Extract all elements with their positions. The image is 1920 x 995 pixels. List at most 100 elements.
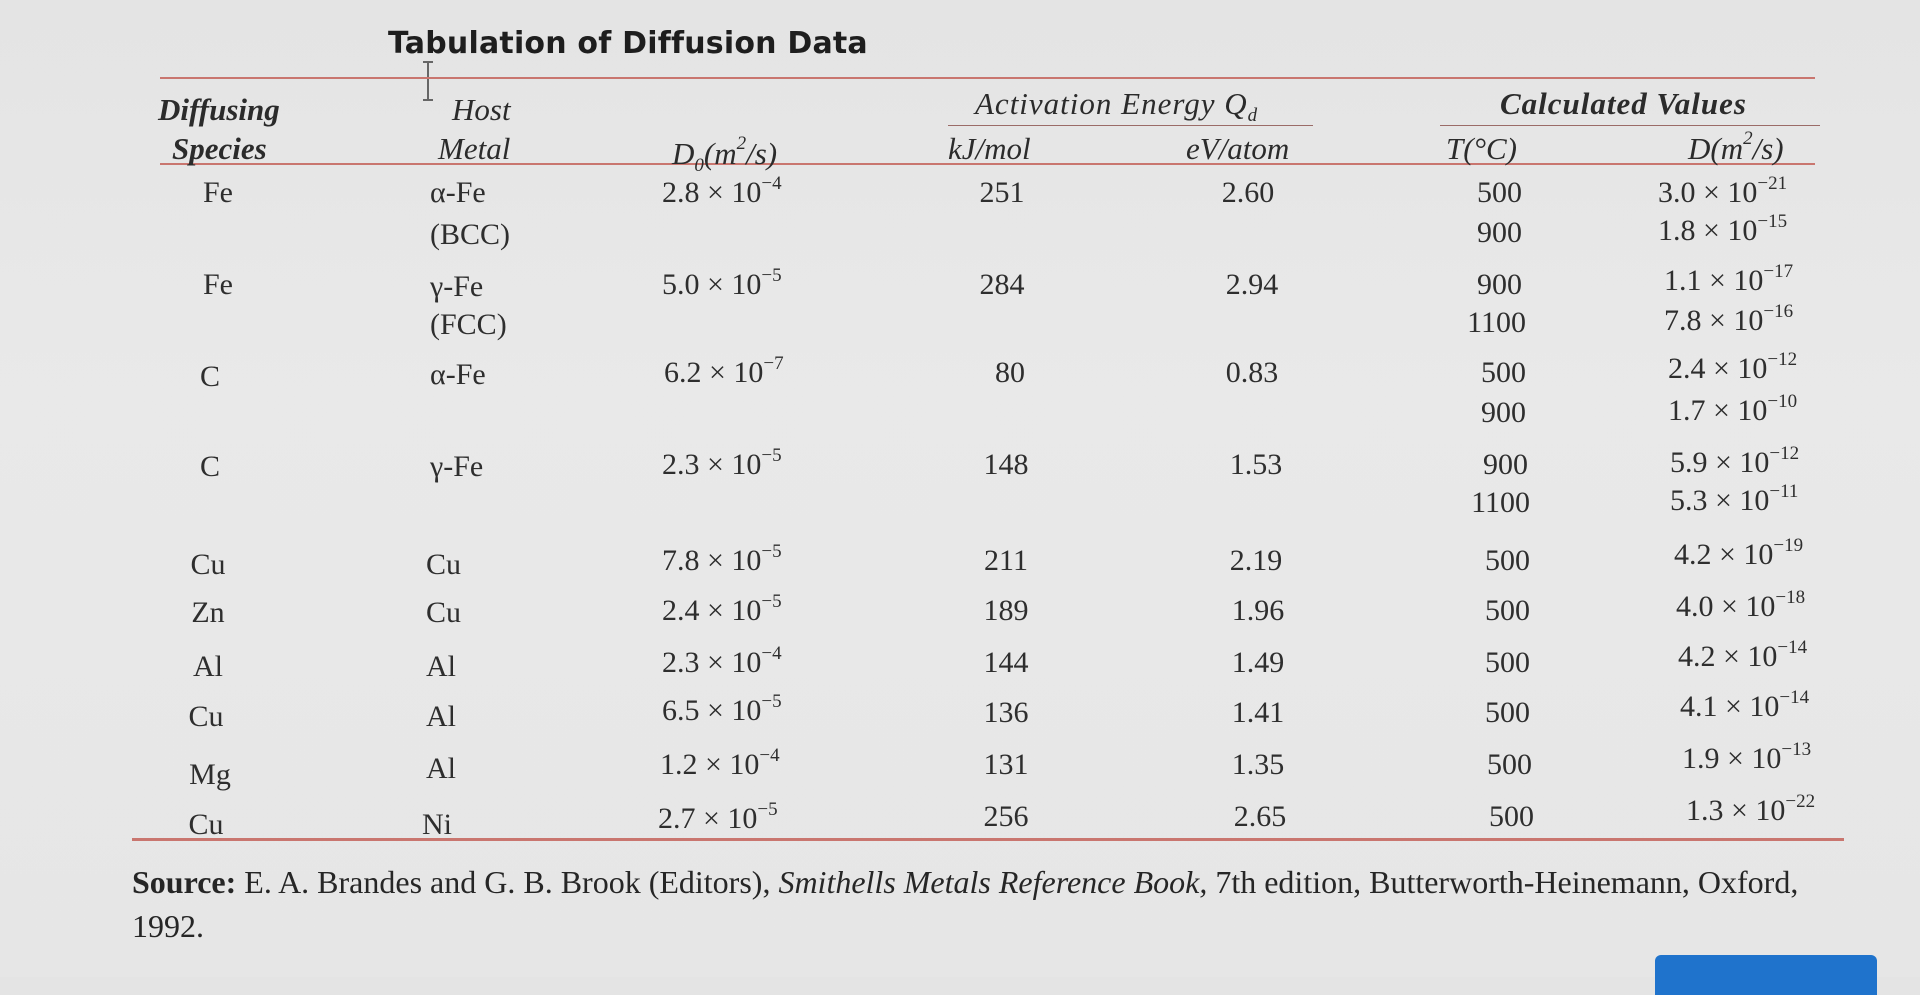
cell-d-calc: 1.1 × 10−17 [1664,261,1794,297]
text-cursor-icon [423,61,433,101]
cell-q-ev: 1.41 [1231,696,1285,729]
header-species: Species [172,131,267,166]
cell-d-calc: 3.0 × 10−21 [1658,173,1788,209]
cell-d-calc: 1.7 × 10−10 [1668,391,1798,427]
cell-q-ev: 2.65 [1233,800,1287,833]
cell-species: C [199,360,221,393]
cell-q-kj: 211 [984,544,1028,577]
cell-d-calc: 2.4 × 10−12 [1668,349,1798,385]
cell-host-structure: (FCC) [430,308,507,341]
cell-q-kj: 144 [983,646,1029,679]
cell-temp: 900 [1481,396,1526,429]
cell-d0: 2.3 × 10−4 [662,643,782,679]
cell-d-calc: 1.8 × 10−15 [1658,211,1788,247]
cell-d-calc: 5.3 × 10−11 [1670,481,1799,517]
header-diffusing: Diffusing [158,92,280,127]
cell-d-calc: 4.2 × 10−19 [1674,535,1804,571]
cell-temp: 500 [1481,356,1526,389]
cell-d-calc: 4.0 × 10−18 [1676,587,1806,623]
cell-d-calc: 5.9 × 10−12 [1670,443,1800,479]
cell-temp: 900 [1483,448,1528,481]
cell-host: Ni [422,808,452,841]
table-bottom-rule [132,838,1844,841]
cell-temp: 900 [1477,268,1522,301]
cell-temp: 500 [1485,696,1530,729]
activation-energy-underline [948,125,1313,126]
cell-d0: 2.3 × 10−5 [662,445,782,481]
cell-q-ev: 2.94 [1225,268,1279,301]
cell-q-kj: 80 [995,356,1025,389]
cell-temp: 500 [1487,748,1532,781]
cell-d-calc: 1.9 × 10−13 [1682,739,1812,775]
cell-d-calc: 1.3 × 10−22 [1686,791,1816,827]
cell-q-kj: 136 [983,696,1029,729]
cell-q-kj: 148 [983,448,1029,481]
source-citation: Source: E. A. Brandes and G. B. Brook (E… [132,860,1852,948]
cell-host: γ-Fe [430,270,484,303]
cell-temp: 500 [1485,646,1530,679]
cell-d0: 2.7 × 10−5 [658,799,778,835]
cell-host-structure: (BCC) [430,218,511,251]
cell-d0: 1.2 × 10−4 [660,745,780,781]
cell-d0: 2.4 × 10−5 [662,591,782,627]
header-metal: Metal [438,131,511,166]
cell-host: Al [426,700,456,733]
cell-q-ev: 1.35 [1231,748,1285,781]
table-top-rule [160,77,1815,79]
cell-d0: 6.2 × 10−7 [664,353,784,389]
cell-q-ev: 0.83 [1225,356,1279,389]
cell-host: α-Fe [430,176,486,209]
cell-q-ev: 1.96 [1231,594,1285,627]
cell-q-kj: 256 [983,800,1029,833]
cell-species: Cu [190,548,226,581]
cell-d-calc: 7.8 × 10−16 [1664,301,1794,337]
cell-q-ev: 1.49 [1231,646,1285,679]
header-temperature: T(°C) [1446,131,1517,166]
cell-species: Zn [191,596,225,629]
cell-q-ev: 2.60 [1221,176,1275,209]
cell-host: Al [426,752,456,785]
cell-q-ev: 1.53 [1229,448,1283,481]
cell-d0: 2.8 × 10−4 [662,173,782,209]
cell-temp: 500 [1489,800,1534,833]
cell-host: γ-Fe [430,450,484,483]
cell-host: Cu [426,548,462,581]
cell-species: Mg [189,758,231,791]
source-edition: 7th edition, Butterworth-Heinemann, Oxfo… [132,864,1799,944]
cell-temp: 1100 [1467,306,1526,339]
header-d-calculated: D(m2/s) [1688,128,1784,166]
cell-species: Fe [203,176,233,209]
cell-species: Fe [203,268,233,301]
cell-d-calc: 4.2 × 10−14 [1678,637,1808,673]
cell-q-kj: 131 [983,748,1029,781]
cell-q-kj: 251 [979,176,1025,209]
cell-d0: 5.0 × 10−5 [662,265,782,301]
cell-d0: 6.5 × 10−5 [662,691,782,727]
cell-temp: 900 [1477,216,1522,249]
cell-host: α-Fe [430,358,486,391]
header-host: Host [452,92,511,127]
header-d0: D0(m2/s) [672,133,778,177]
header-kj-mol: kJ/mol [948,131,1031,166]
cell-temp: 500 [1485,594,1530,627]
source-book-title: Smithells Metals Reference Book, [778,864,1208,900]
cell-host: Al [426,650,456,683]
cell-d-calc: 4.1 × 10−14 [1680,687,1810,723]
cell-temp: 500 [1477,176,1522,209]
cell-temp: 1100 [1471,486,1530,519]
blue-action-button[interactable] [1655,955,1877,995]
cell-q-kj: 284 [979,268,1025,301]
cell-species: Al [193,650,223,683]
page-title: Tabulation of Diffusion Data [388,26,868,61]
cell-host: Cu [426,596,462,629]
cell-species: C [199,450,221,483]
table-header-rule [160,163,1815,165]
cell-temp: 500 [1485,544,1530,577]
header-calculated-values: Calculated Values [1500,86,1747,121]
source-authors: E. A. Brandes and G. B. Brook (Editors), [236,864,779,900]
cell-species: Cu [188,808,224,841]
header-ev-atom: eV/atom [1186,131,1290,166]
calculated-values-underline [1440,125,1820,126]
cell-species: Cu [188,700,224,733]
cell-d0: 7.8 × 10−5 [662,541,782,577]
